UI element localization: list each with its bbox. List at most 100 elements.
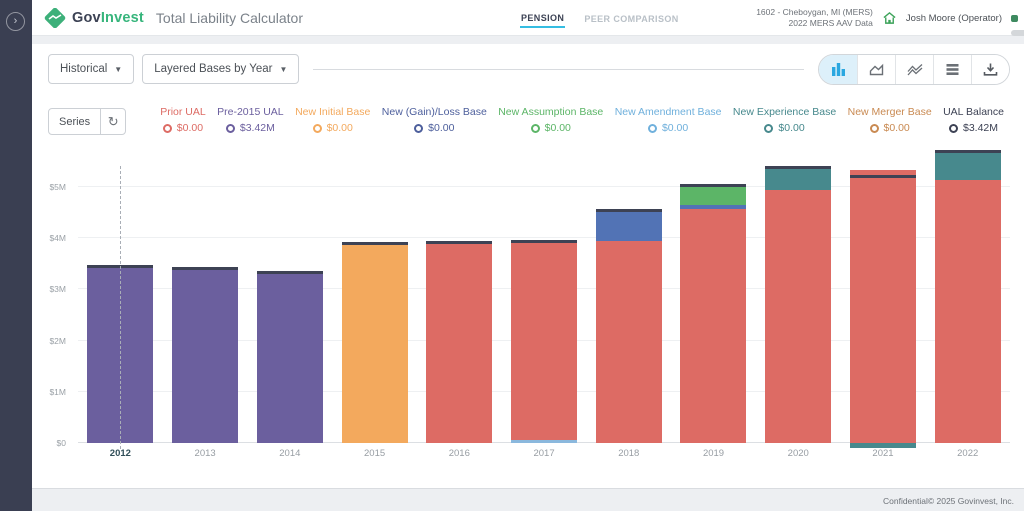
segment-prior[interactable]	[934, 179, 1001, 443]
legend-label: New Initial Base	[295, 106, 371, 118]
legend-value: $0.00	[428, 122, 455, 134]
segment-gainloss[interactable]	[680, 205, 747, 210]
legend-item-merger[interactable]: New Merger Base $0.00	[848, 106, 932, 134]
x-tick-label-2013[interactable]: 2013	[194, 448, 216, 459]
tab-pension[interactable]: PENSION	[520, 9, 566, 28]
segment-prior[interactable]	[595, 241, 662, 443]
series-reset-button[interactable]: Series ↻	[48, 108, 127, 135]
legend-value: $0.00	[778, 122, 805, 134]
x-tick-label-2020[interactable]: 2020	[787, 448, 809, 459]
legend-label: New Amendment Base	[614, 106, 722, 118]
y-tick-label: $3M	[49, 284, 66, 295]
header-tabs: PENSION PEER COMPARISON	[520, 0, 680, 36]
legend-label: UAL Balance	[943, 106, 1004, 118]
segment-amendment[interactable]	[511, 440, 577, 443]
download-button[interactable]	[971, 54, 1009, 84]
segment-prior[interactable]	[680, 209, 747, 443]
segment-experience[interactable]	[765, 167, 832, 191]
download-icon	[983, 63, 998, 76]
ual-balance-marker	[511, 239, 577, 243]
chart-plot-area	[78, 148, 1010, 449]
x-tick-label-2021[interactable]: 2021	[872, 448, 894, 459]
brand: GovInvest Total Liability Calculator	[44, 0, 303, 36]
tab-peer-comparison[interactable]: PEER COMPARISON	[584, 13, 679, 24]
legend-value: $0.00	[544, 122, 571, 134]
bar-chart-button[interactable]	[819, 54, 857, 84]
legend-label: Prior UAL	[160, 106, 206, 118]
legend-circle-icon	[647, 123, 657, 133]
legend-value: $0.00	[176, 122, 204, 134]
plan-name: 1602 - Cheboygan, MI (MERS)	[756, 7, 873, 17]
page-title: Total Liability Calculator	[155, 10, 303, 26]
header-right: 1602 - Cheboygan, MI (MERS) 2022 MERS AA…	[756, 0, 1024, 36]
refresh-icon[interactable]: ↻	[100, 109, 125, 134]
ual-balance-marker	[256, 270, 323, 274]
table-view-button[interactable]	[933, 54, 971, 84]
layered-bases-dropdown[interactable]: Layered Bases by Year ▼	[142, 54, 300, 84]
history-mode-dropdown[interactable]: Historical ▼	[48, 54, 135, 84]
x-tick-label-2022[interactable]: 2022	[957, 448, 979, 459]
x-tick-label-2012[interactable]: 2012	[109, 448, 131, 459]
legend-item-balance[interactable]: UAL Balance $3.42M	[943, 106, 1004, 134]
legend-label: New Merger Base	[847, 106, 932, 118]
x-tick-label-2018[interactable]: 2018	[618, 448, 640, 459]
segment-experience[interactable]	[934, 151, 1001, 180]
legend-item-initial[interactable]: New Initial Base $0.00	[295, 106, 370, 134]
legend-item-prior[interactable]: Prior UAL $0.00	[160, 106, 206, 134]
x-tick-label-2015[interactable]: 2015	[364, 448, 386, 459]
sidebar-expand-button[interactable]: ›	[6, 12, 25, 31]
govinvest-logo-icon	[44, 8, 66, 28]
legend-circle-icon	[225, 123, 235, 133]
legend-item-experience[interactable]: New Experience Base $0.00	[733, 106, 836, 134]
segment-experience[interactable]	[849, 443, 916, 448]
segment-prior[interactable]	[426, 242, 493, 443]
ual-balance-marker	[934, 149, 1001, 153]
segment-prior[interactable]	[511, 241, 577, 441]
legend-value: $0.00	[883, 122, 910, 134]
segment-initial[interactable]	[341, 243, 408, 443]
segment-pre2015[interactable]	[172, 268, 239, 443]
x-tick-label-2019[interactable]: 2019	[702, 448, 725, 459]
ual-balance-marker	[680, 183, 747, 187]
user-menu[interactable]: Josh Moore (Operator)	[905, 12, 1002, 24]
brand-name: GovInvest	[72, 10, 144, 26]
y-tick-label: $0	[56, 438, 66, 448]
segment-gainloss[interactable]	[595, 210, 662, 242]
segment-prior[interactable]	[849, 170, 916, 443]
x-tick-label-2016[interactable]: 2016	[448, 448, 470, 459]
legend-circle-icon	[162, 123, 172, 133]
selected-year-line	[120, 166, 122, 449]
x-tick-label-2014[interactable]: 2014	[279, 448, 301, 459]
ual-balance-marker	[765, 165, 832, 169]
footer-confidential: Confidential© 2025 Govinvest, Inc.	[882, 496, 1014, 506]
area-chart-button[interactable]	[857, 54, 895, 84]
x-axis-labels: 2012 2013 2014 2015 2016 2017 2018 2019 2020 2021…	[78, 448, 1010, 462]
segment-pre2015[interactable]	[256, 272, 323, 443]
home-icon[interactable]	[882, 11, 897, 25]
legend-label: New Assumption Base	[498, 106, 604, 118]
legend-item-assumption[interactable]: New Assumption Base $0.00	[498, 106, 603, 134]
ual-balance-marker	[595, 208, 662, 212]
legend-item-amendment[interactable]: New Amendment Base $0.00	[615, 106, 722, 134]
ual-balance-marker	[849, 175, 916, 179]
area-chart-icon	[869, 63, 884, 75]
series-label: Series	[59, 115, 91, 128]
caret-down-icon: ▼	[114, 64, 123, 74]
y-tick-label: $5M	[49, 182, 66, 192]
segment-assumption[interactable]	[680, 185, 747, 206]
line-chart-button[interactable]	[895, 54, 933, 84]
legend-label: Pre-2015 UAL	[217, 106, 284, 118]
content-card: Historical ▼ Layered Bases by Year ▼	[32, 44, 1024, 489]
legend-item-pre2015[interactable]: Pre-2015 UAL $3.42M	[217, 106, 284, 134]
legend-circle-icon	[764, 123, 774, 133]
x-tick-label-2017[interactable]: 2017	[533, 448, 555, 459]
bar-chart-icon	[831, 62, 845, 76]
legend-value: $0.00	[326, 122, 353, 134]
legend-items: Prior UAL $0.00 Pre-2015 UAL $3.42M New Init…	[160, 106, 1004, 134]
plan-context: 1602 - Cheboygan, MI (MERS) 2022 MERS AA…	[756, 7, 873, 29]
app-header: GovInvest Total Liability Calculator PEN…	[32, 0, 1024, 36]
legend-label: New Experience Base	[732, 106, 837, 118]
segment-prior[interactable]	[765, 190, 832, 443]
legend-item-gainloss[interactable]: New (Gain)/Loss Base $0.00	[382, 106, 487, 134]
ual-balance-marker	[426, 240, 493, 244]
